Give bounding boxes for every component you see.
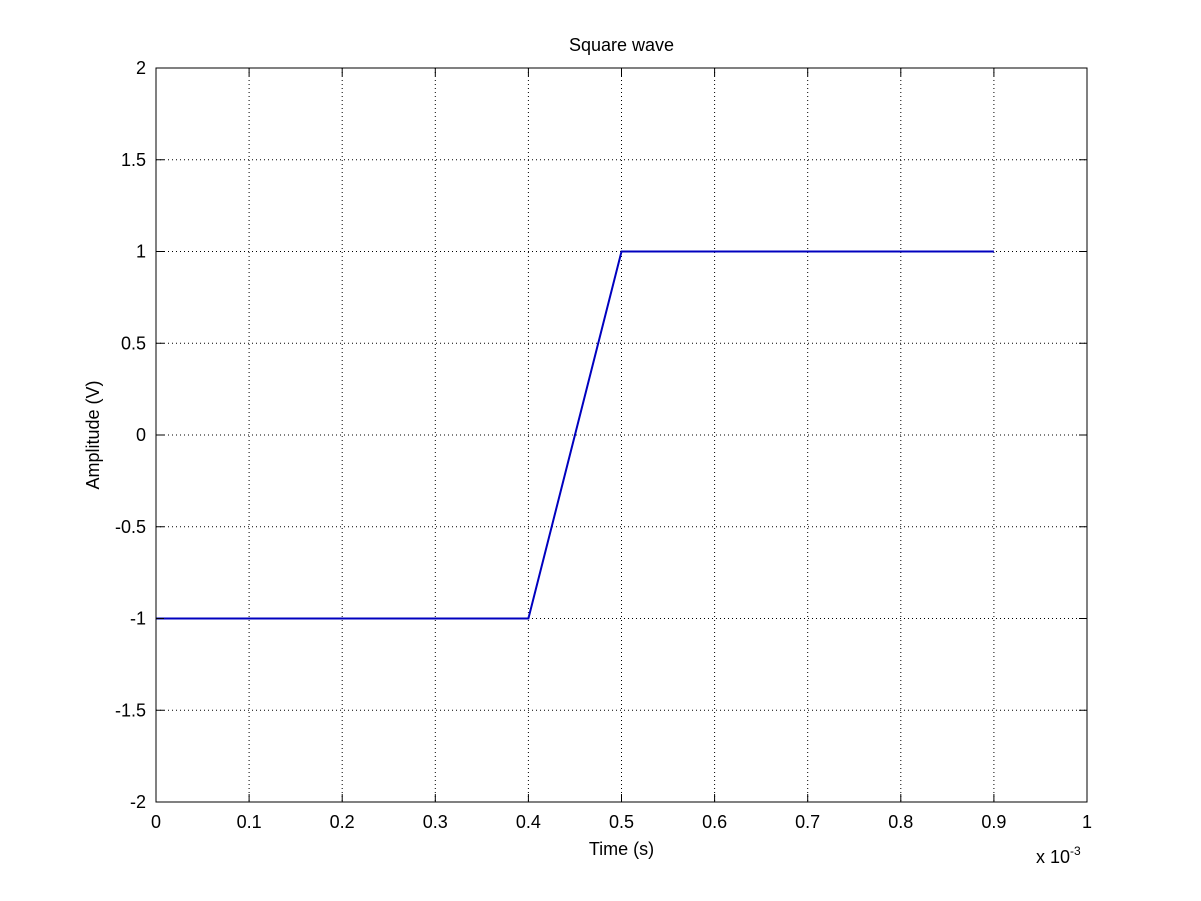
grid [156,68,1087,802]
y-tick-label: 1 [136,242,146,262]
x-tick-label: 1 [1082,812,1092,832]
x-axis-multiplier-base: x 10 [1036,847,1070,867]
x-tick-label: 0.5 [609,812,634,832]
x-tick-label: 0.3 [423,812,448,832]
x-axis-label: Time (s) [589,839,654,859]
series-line [156,250,994,620]
series-layer [156,250,994,620]
x-axis-multiplier-exponent: -3 [1070,844,1081,858]
y-tick-label: 0.5 [121,333,146,353]
x-tick-label: 0.9 [981,812,1006,832]
ticks: 0 0.1 0.2 0.3 0.4 0.5 0.6 0.7 0.8 0.9 1 -2 -1.5 -1 -0.… [115,58,1092,832]
chart-title: Square wave [569,35,674,55]
x-axis-multiplier: x 10-3 [1036,844,1081,867]
y-tick-label: 0 [136,425,146,445]
y-tick-label: 2 [136,58,146,78]
y-tick-label: -0.5 [115,517,146,537]
x-tick-label: 0.1 [237,812,262,832]
y-tick-label: 1.5 [121,150,146,170]
y-axis-label: Amplitude (V) [83,380,103,489]
y-tick-label: -1.5 [115,700,146,720]
y-tick-label: -1 [130,609,146,629]
y-tick-label: -2 [130,792,146,812]
x-tick-label: 0.7 [795,812,820,832]
x-tick-label: 0.4 [516,812,541,832]
x-tick-label: 0.8 [888,812,913,832]
axes-box [155,67,1088,803]
x-tick-label: 0.2 [330,812,355,832]
x-tick-label: 0.6 [702,812,727,832]
x-tick-label: 0 [151,812,161,832]
